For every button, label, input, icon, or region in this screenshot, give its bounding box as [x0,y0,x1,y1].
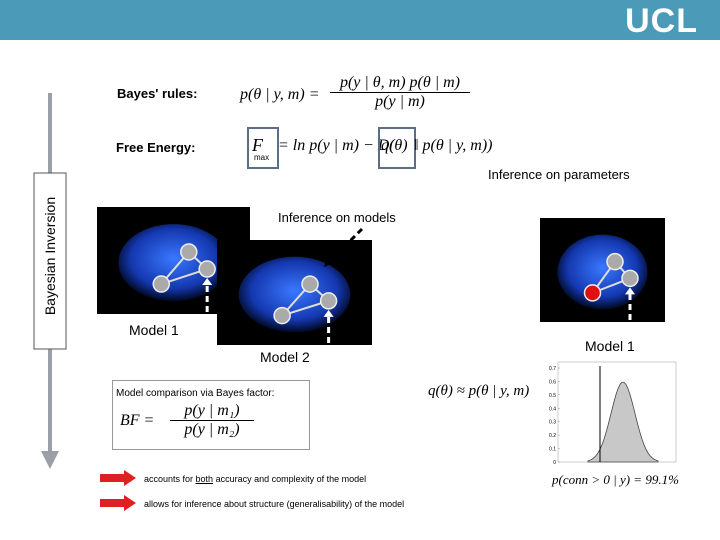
arrowhead [625,287,635,295]
bf-fraction: p(y | m₁) p(y | m₂) [170,402,254,439]
node [606,252,624,271]
free-energy-label: Free Energy: [116,140,196,155]
dashed-arrow [324,227,364,267]
bullet: accounts for both accuracy and complexit… [144,474,366,484]
brain-shape [238,256,351,333]
denominator: p(y | m₂) [184,421,240,438]
side-arrow [33,93,67,469]
brain [557,234,648,320]
label-bg [120,317,212,345]
comparison-label: Model comparison via Bayes factor: [116,388,275,399]
emphasis: both [195,474,214,484]
text: accounts for [144,474,196,484]
brain [118,224,229,312]
fe-F: F [252,135,263,155]
brain-shape [118,224,229,302]
inference-parameters: Inference on parameters [488,167,630,182]
inference-models: Inference on models [278,210,396,225]
node [583,284,602,302]
denominator: p(y | m) [375,93,425,110]
box [378,127,416,169]
y-tick-label: 0.2 [549,433,556,439]
fe-q: q(θ) [381,137,408,154]
model-label: Model 2 [260,349,310,365]
logo: UCL [625,2,698,40]
node [198,260,216,278]
fe-eq: = ln p(y | m) − D( [278,137,395,154]
bf-lhs: BF = [120,412,155,429]
y-tick-label: 0.5 [549,393,556,399]
comparison-box [112,380,310,450]
y-tick-label: 0.6 [549,379,556,385]
posterior: q(θ) ≈ p(θ | y, m) [428,383,530,399]
fe-rest: ‖ p(θ | y, m)) [414,137,493,154]
arrowhead [323,309,334,317]
arrowhead [202,278,213,286]
bayes-fraction: p(y | θ, m) p(θ | m) p(y | m) [330,74,470,111]
box [247,127,279,169]
node [180,243,198,261]
header-bar [0,0,720,40]
y-tick-label: 0 [553,460,556,466]
bayes-label: Bayes' rules: [117,86,198,101]
node [319,292,338,310]
numerator: p(y | m₁) [170,402,254,421]
label-bg [250,207,420,239]
model-label: Model 1 [585,338,635,354]
y-tick-label: 0.4 [549,406,556,412]
bayes-lhs: p(θ | y, m) = [240,86,320,103]
text: accuracy and complexity of the model [213,474,367,484]
fe-max: max [254,153,270,162]
y-tick-label: 0.3 [549,420,556,426]
node [621,269,639,288]
y-tick-label: 0.1 [549,447,556,453]
brain-panel [217,240,372,345]
node [152,275,171,293]
bullet: allows for inference about structure (ge… [144,499,405,509]
side-label: Bayesian Inversion [42,196,58,316]
posterior-curve [587,381,659,463]
model-label: Model 1 [129,322,179,338]
node [301,275,319,293]
posterior-plot: 0.7 0.6 0.5 0.4 0.3 0.2 0.1 0 [549,361,677,466]
brain-shape [557,234,648,310]
numerator: p(y | θ, m) p(θ | m) [330,74,470,93]
brain-panel [540,218,665,322]
node [273,306,291,325]
probability: p(conn > 0 | y) = 99.1% [552,472,679,487]
brain [238,256,351,343]
bullet-arrows [100,470,136,511]
y-tick-label: 0.7 [549,366,556,372]
